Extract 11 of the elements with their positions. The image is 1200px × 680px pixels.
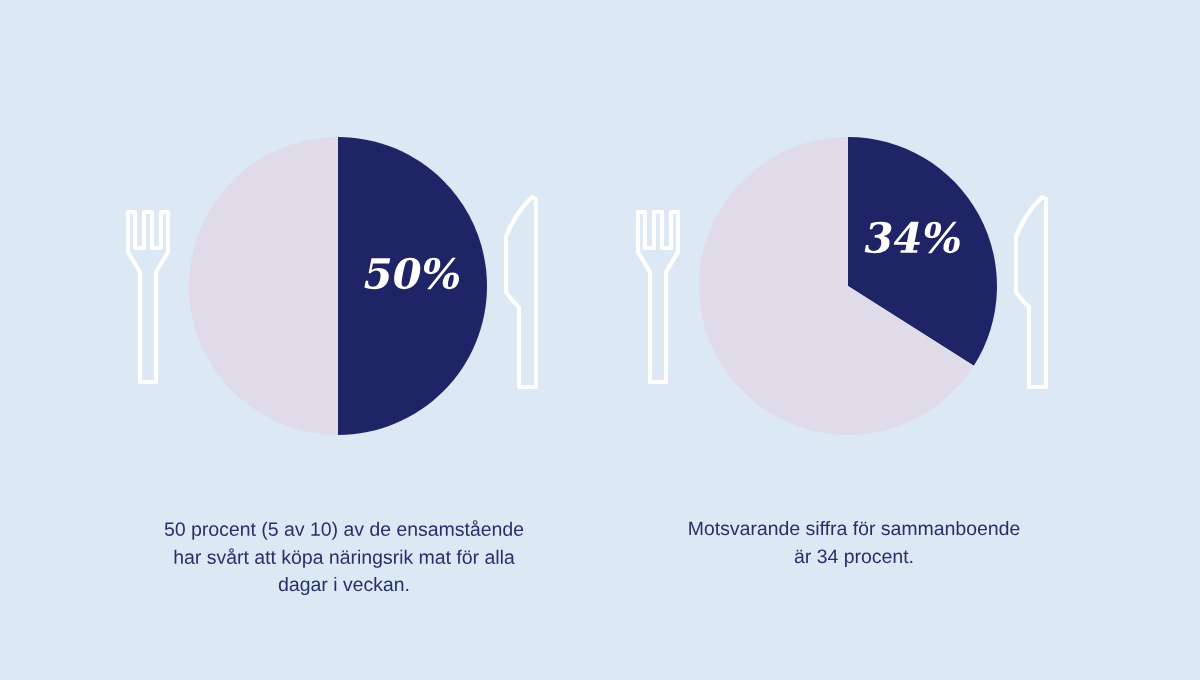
data-label: 34% <box>864 221 960 254</box>
text: har svårt att köpa näringsrik mat för alla <box>174 548 515 568</box>
pie-slice <box>338 137 487 435</box>
text: Motsvarande siffra för sammanboende <box>689 520 1020 536</box>
pie-slice <box>848 137 997 366</box>
text: dagar i veckan. <box>278 576 409 596</box>
text: är 34 procent. <box>794 549 913 568</box>
data-label: 50% <box>364 257 460 290</box>
text: 50 procent (5 av 10) av de ensamstående <box>164 520 524 540</box>
pie-slice <box>189 137 338 435</box>
pie-slice <box>699 137 974 435</box>
